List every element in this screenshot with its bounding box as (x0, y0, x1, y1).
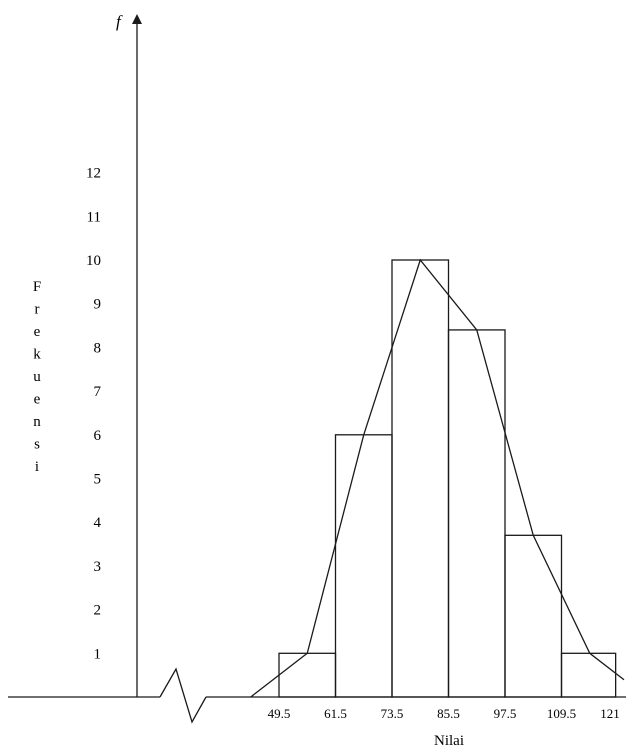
x-tick-label: 97.5 (494, 706, 517, 721)
x-tick-label: 61.5 (324, 706, 347, 721)
y-tick-label: 8 (94, 340, 102, 356)
histogram-bar (447, 329, 506, 698)
y-label-letter: r (35, 302, 40, 318)
y-tick-label: 5 (94, 472, 102, 488)
y-tick-label: 10 (86, 253, 101, 269)
y-tick-label: 7 (94, 384, 102, 400)
polygon-line (250, 258, 625, 698)
y-tick-label: 12 (86, 166, 101, 182)
frequency-polygon (250, 258, 625, 698)
y-tick-label: 1 (94, 646, 102, 662)
x-axis-break (159, 667, 207, 724)
histogram-bar (334, 434, 393, 698)
y-tick-label: 4 (94, 515, 102, 531)
y-label-letter: s (34, 437, 40, 453)
y-axis-symbol: f (116, 12, 123, 31)
x-tick-label: 73.5 (381, 706, 404, 721)
x-tick-label: 85.5 (437, 706, 460, 721)
y-label-letter: i (35, 459, 39, 475)
x-axis-label: Nilai (434, 733, 464, 749)
x-tick-label: 121 (600, 706, 620, 721)
y-label-letter: u (33, 369, 41, 385)
histogram-bar (391, 259, 450, 698)
x-tick-label: 109.5 (547, 706, 576, 721)
histogram-bar (560, 652, 617, 698)
histogram-bar (278, 652, 337, 698)
y-label-letter: F (33, 279, 41, 295)
y-label-letter: n (33, 414, 41, 430)
y-label-letter: e (34, 324, 41, 340)
histogram-bars (278, 259, 617, 698)
y-label-letter: e (34, 392, 41, 408)
x-tick-label: 49.5 (268, 706, 291, 721)
y-tick-label: 2 (94, 603, 102, 619)
y-tick-label: 3 (94, 559, 102, 575)
histogram-bar (504, 534, 563, 698)
y-label-letter: k (33, 347, 41, 363)
x-tick-labels: 49.5 61.5 73.5 85.5 97.5 109.5 121 (268, 706, 620, 721)
y-tick-label: 11 (87, 209, 101, 225)
y-axis-arrowhead (132, 14, 142, 24)
y-tick-label: 6 (94, 428, 102, 444)
y-tick-label: 9 (94, 297, 102, 313)
